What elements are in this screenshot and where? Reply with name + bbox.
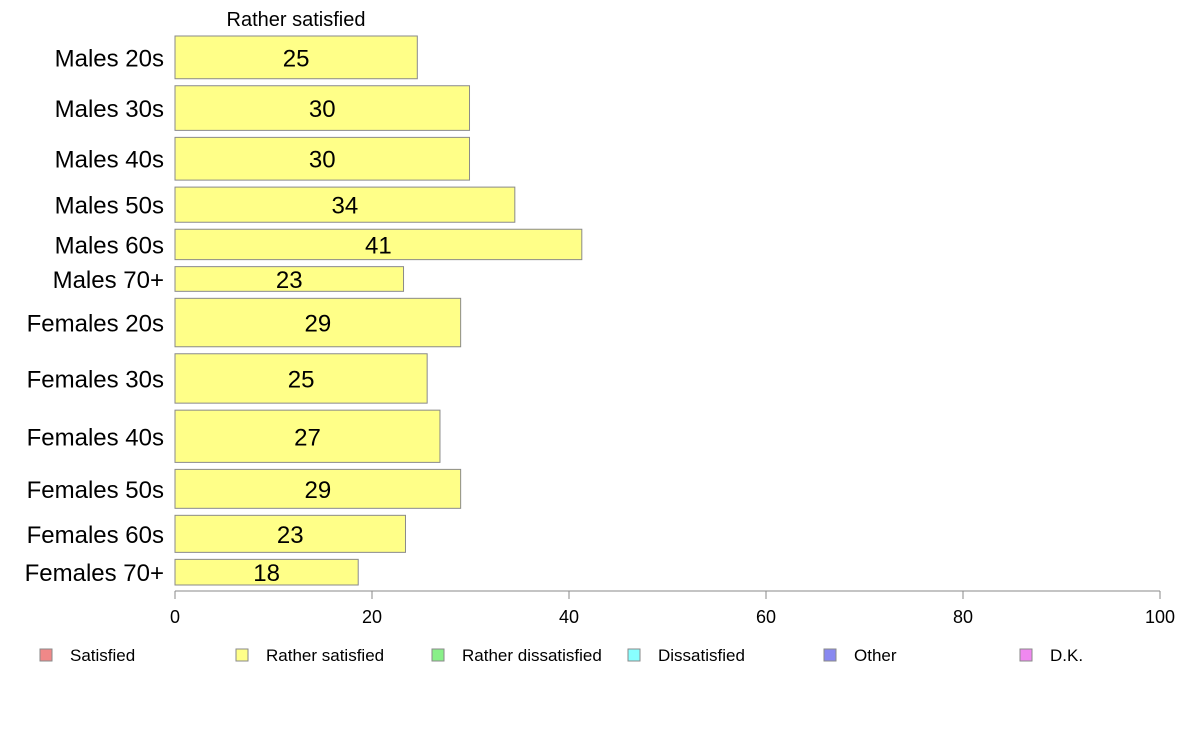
legend-label: D.K. <box>1050 646 1083 665</box>
category-label: Males 60s <box>55 232 164 259</box>
bar-value-label: 30 <box>309 96 336 123</box>
category-label: Females 30s <box>27 366 164 393</box>
x-tick-label: 40 <box>559 607 579 627</box>
category-label: Females 50s <box>27 477 164 504</box>
category-label: Males 30s <box>55 96 164 123</box>
bar-value-label: 23 <box>276 267 303 294</box>
legend-swatch <box>823 648 837 662</box>
legend-swatch <box>431 648 445 662</box>
category-label: Males 40s <box>55 147 164 174</box>
x-tick-label: 100 <box>1145 607 1175 627</box>
chart-title: Rather satisfied <box>227 9 366 31</box>
bar-value-label: 30 <box>309 147 336 174</box>
bar-females-60s <box>174 514 406 553</box>
bar-value-label: 25 <box>283 45 310 72</box>
bar-value-label: 34 <box>332 193 359 220</box>
bar-value-label: 41 <box>365 232 392 259</box>
bar-value-label: 29 <box>304 477 331 504</box>
legend-label: Rather satisfied <box>266 646 384 665</box>
bar-females-30s <box>174 353 428 404</box>
legend-swatch <box>39 648 53 662</box>
legend: Satisfied Rather satisfied Rather dissatis… <box>39 646 1083 665</box>
bar-females-20s <box>174 297 462 348</box>
category-label: Males 50s <box>55 193 164 220</box>
legend-swatch <box>1019 648 1033 662</box>
legend-swatch <box>235 648 249 662</box>
bar-females-70- <box>174 558 359 586</box>
bar-males-30s <box>174 85 471 131</box>
bar-males-50s <box>174 186 516 223</box>
legend-label: Rather dissatisfied <box>462 646 602 665</box>
bar-males-20s <box>174 35 418 80</box>
category-label: Females 40s <box>27 424 164 451</box>
category-label: Males 20s <box>55 45 164 72</box>
bar-value-label: 23 <box>277 522 304 549</box>
bars: 25 Males 20s 30 Males 30s 30 Males 40s 34 Males… <box>25 35 583 587</box>
bar-value-label: 18 <box>253 560 280 587</box>
bar-males-70- <box>174 266 405 292</box>
category-label: Females 70+ <box>25 560 164 587</box>
legend-swatch <box>627 648 641 662</box>
category-label: Females 60s <box>27 522 164 549</box>
legend-label: Dissatisfied <box>658 646 745 665</box>
x-tick-label: 80 <box>953 607 973 627</box>
x-tick-label: 60 <box>756 607 776 627</box>
legend-label: Other <box>854 646 897 665</box>
bar-females-40s <box>174 409 441 463</box>
bar-males-40s <box>174 136 471 181</box>
x-axis: 0 20 40 60 80 100 <box>170 590 1175 627</box>
bar-value-label: 29 <box>304 311 331 338</box>
x-tick-label: 0 <box>170 607 180 627</box>
bar-males-60s <box>174 228 583 261</box>
x-tick-label: 20 <box>362 607 382 627</box>
bar-females-50s <box>174 468 462 509</box>
bar-value-label: 25 <box>288 366 315 393</box>
category-label: Males 70+ <box>53 267 164 294</box>
legend-label: Satisfied <box>70 646 135 665</box>
category-label: Females 20s <box>27 311 164 338</box>
bar-value-label: 27 <box>294 424 321 451</box>
